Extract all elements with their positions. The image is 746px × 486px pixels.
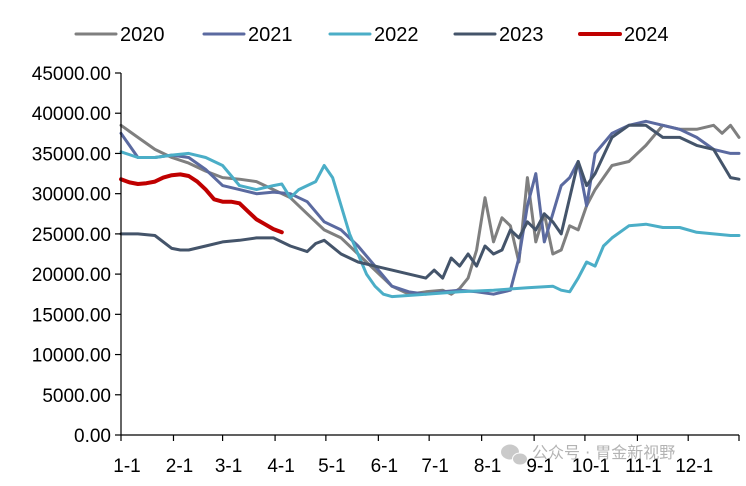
- wechat-icon: [501, 444, 528, 466]
- x-tick-label: 2-1: [166, 456, 193, 477]
- legend-item-2022: 2022: [328, 24, 419, 46]
- series-layer: [119, 119, 741, 299]
- y-tick-label: 30000.00: [32, 185, 111, 206]
- x-tick-label: 11-1: [625, 456, 662, 477]
- y-tick-label: 40000.00: [32, 104, 111, 125]
- x-tick-label: 7-1: [421, 456, 448, 477]
- y-tick-label: 15000.00: [32, 305, 111, 326]
- watermark: 公众号 · 胃金新视野: [501, 443, 675, 466]
- y-tick-label: 45000.00: [32, 64, 111, 85]
- x-tick-label: 3-1: [215, 456, 242, 477]
- chart-axes: 0.00 5000.00 10000.00 15000.00 20000.00 25000…: [32, 64, 740, 477]
- legend-label: 2020: [120, 24, 165, 46]
- y-tick-label: 20000.00: [32, 265, 111, 286]
- legend-label: 2021: [248, 24, 293, 46]
- series-line-2022: [119, 150, 741, 299]
- series-line-2021: [119, 119, 741, 296]
- x-tick-label: 12-1: [675, 456, 713, 477]
- series-line-2023: [119, 123, 741, 280]
- series-line-2024: [119, 172, 284, 235]
- x-tick-label: 1-1: [113, 456, 140, 477]
- watermark-text: 公众号 · 胃金新视野: [532, 443, 675, 462]
- y-tick-label: 35000.00: [32, 144, 111, 165]
- y-tick-label: 5000.00: [42, 386, 111, 407]
- legend-item-2024: 2024: [578, 24, 669, 46]
- x-tick-label: 10-1: [572, 456, 610, 477]
- y-tick-label: 0.00: [74, 426, 111, 447]
- x-tick-label: 6-1: [371, 456, 398, 477]
- y-tick-label: 10000.00: [32, 346, 111, 367]
- x-tick-label: 8-1: [474, 456, 501, 477]
- series-line-2020: [119, 123, 741, 296]
- chart-legend: 2020 2021 2022 2023 2024: [74, 24, 669, 46]
- legend-item-2023: 2023: [453, 24, 544, 46]
- x-tick-label: 5-1: [318, 456, 345, 477]
- legend-item-2021: 2021: [202, 24, 293, 46]
- x-tick-label: 4-1: [267, 456, 294, 477]
- y-tick-label: 25000.00: [32, 225, 111, 246]
- legend-label: 2024: [624, 24, 669, 46]
- legend-item-2020: 2020: [74, 24, 165, 46]
- legend-label: 2023: [499, 24, 544, 46]
- legend-label: 2022: [374, 24, 419, 46]
- x-tick-label: 9-1: [526, 456, 553, 477]
